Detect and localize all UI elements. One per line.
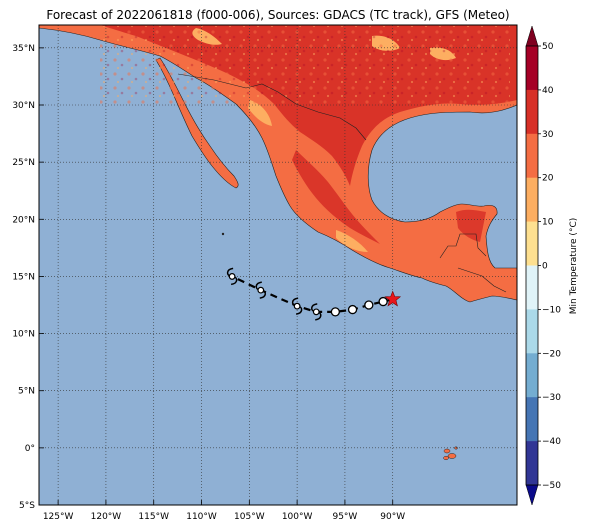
colorbar-segment (526, 309, 538, 354)
colorbar-extend-top (525, 25, 539, 47)
colorbar-segment (526, 89, 538, 135)
red-star-icon (384, 290, 402, 307)
zone-warm-patch-3 (248, 100, 272, 126)
colorbar-extend-bottom (525, 484, 539, 506)
lat-tick-label: 30°N (12, 101, 35, 111)
border-us-mexico (177, 73, 367, 141)
zone-warm-patch-4 (336, 230, 368, 252)
colorbar-tick-label: 0 (542, 262, 548, 272)
lat-tick-label: 0° (25, 444, 35, 454)
colorbar-segment (526, 441, 538, 486)
colorbar-segment (526, 133, 538, 178)
colorbar-segment (526, 397, 538, 442)
colorbar-tick-label: 40 (542, 86, 554, 96)
colorbar-ticks: 50 40 30 20 10 0 −10 −20 −30 −40 −50 (538, 42, 561, 491)
colorbar-tick-label: −40 (542, 437, 561, 447)
track-points (226, 267, 388, 321)
track-point-circle (378, 296, 388, 307)
lat-tick-label: 35°N (12, 44, 35, 54)
colorbar-tick-label: 10 (542, 218, 554, 228)
colorbar-tick-label: −30 (542, 393, 561, 403)
map-panel (39, 25, 517, 505)
map-frame (38, 24, 518, 506)
lat-tick-label: 20°N (12, 215, 35, 225)
colorbar-tick-label: 50 (542, 42, 554, 52)
track-point-circle (364, 300, 374, 310)
storm-symbol-icon (226, 267, 238, 286)
colorbar-segment (526, 221, 538, 266)
storm-symbol-icon (310, 303, 322, 321)
track-point-circle (347, 304, 358, 315)
map-title: Forecast of 2022061818 (f000-006), Sourc… (46, 8, 509, 22)
gridlines (39, 25, 517, 505)
colorbar-segment (526, 177, 538, 222)
lat-tick-label: 10°N (12, 330, 35, 340)
colorbar-label: Min Temperature (°C) (569, 218, 579, 315)
lon-tick-label: 110°W (186, 512, 217, 522)
colorbar-segment (526, 46, 538, 91)
zone-speckle (100, 26, 510, 106)
latitude-axis: 5°S 0° 5°N 10°N 15°N 20°N 25°N 30°N 35°N (12, 44, 44, 511)
longitude-axis: 125°W 120°W 115°W 110°W 105°W 100°W 95°W 90°W (43, 500, 405, 522)
zone-hot-mexico (292, 150, 380, 244)
colorbar: 50 40 30 20 10 0 −10 −20 −30 −40 −50 Min Temperatu… (525, 25, 579, 506)
storm-symbol-icon (291, 297, 303, 315)
colorbar-segment (526, 265, 538, 310)
lon-tick-label: 105°W (234, 512, 265, 522)
storm-symbol-icon (255, 281, 267, 299)
current-position-marker (384, 290, 402, 307)
lon-tick-label: 100°W (282, 512, 313, 522)
colorbar-segments (526, 46, 538, 486)
colorbar-tick-label: −10 (542, 305, 561, 315)
colorbar-tick-label: 30 (542, 130, 554, 140)
lon-tick-label: 90°W (380, 512, 405, 522)
lat-tick-label: 5°N (18, 387, 35, 397)
colorbar-tick-label: −50 (542, 481, 561, 491)
track-point-circle (330, 307, 341, 317)
lon-tick-label: 95°W (332, 512, 357, 522)
colorbar-segment (526, 353, 538, 398)
lon-tick-label: 125°W (43, 512, 74, 522)
island-revillagigedo (221, 232, 225, 236)
lat-tick-label: 25°N (12, 158, 35, 168)
border-mexico-guatemala (439, 233, 487, 259)
colorbar-tick-label: −20 (542, 349, 561, 359)
colorbar-tick-label: 20 (542, 174, 554, 184)
border-central-america (457, 267, 507, 293)
lat-tick-label: 15°N (12, 272, 35, 282)
zone-hot-yucatan (456, 209, 486, 242)
islands-galapagos (443, 446, 458, 461)
track-line (231, 275, 393, 313)
lon-tick-label: 115°W (138, 512, 169, 522)
lon-tick-label: 120°W (91, 512, 122, 522)
lat-tick-label: 5°S (19, 501, 35, 511)
